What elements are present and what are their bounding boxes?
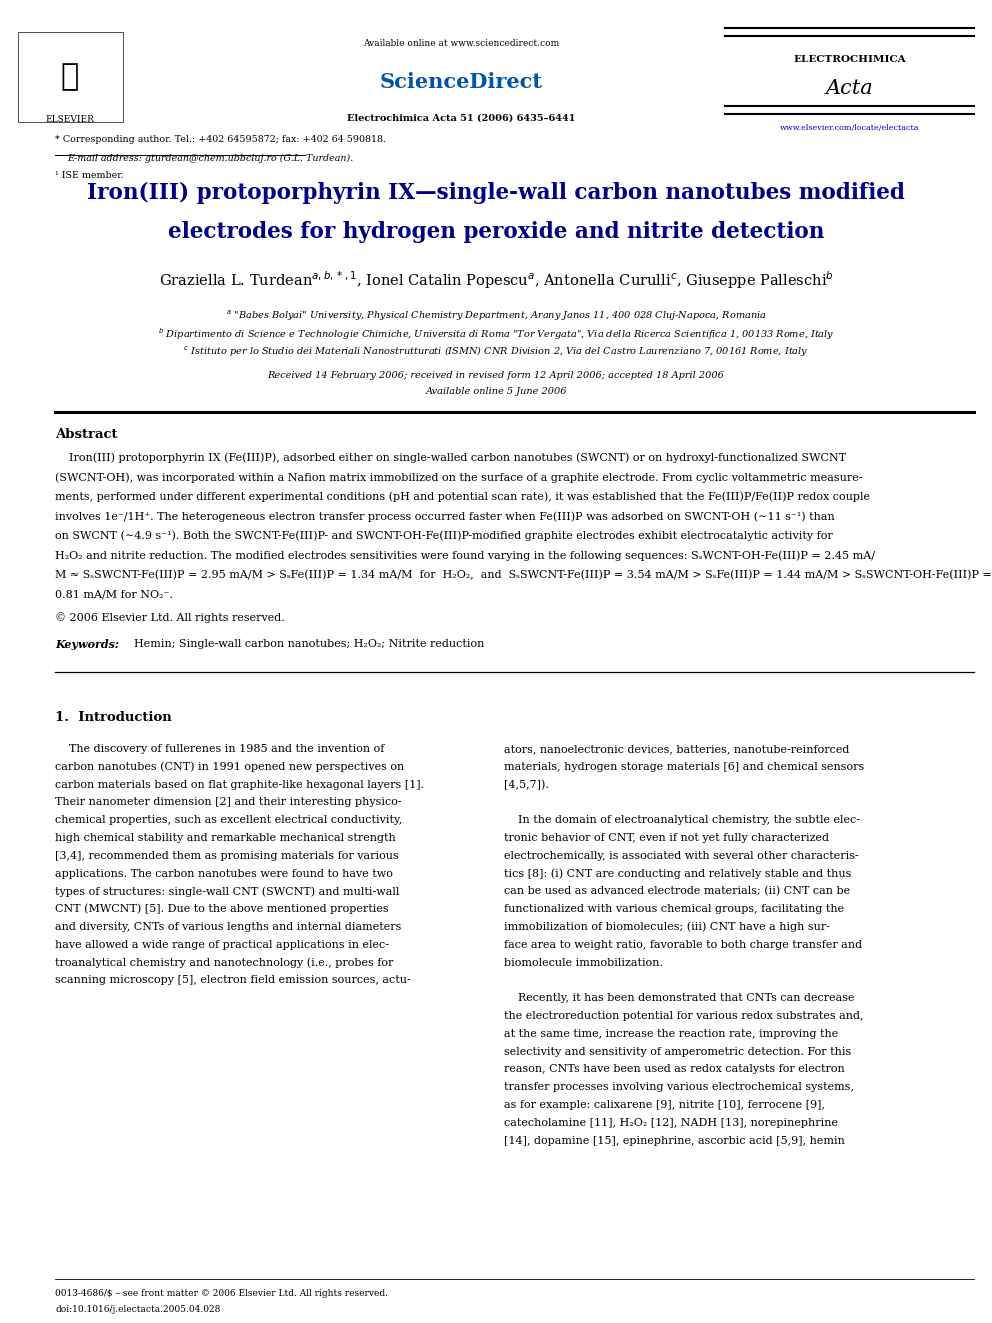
Bar — [18, 32, 123, 122]
Text: ELECTROCHIMICA: ELECTROCHIMICA — [794, 56, 906, 65]
Text: $^b$ Dipartimento di Science e Technologie Chimiche, Universita di Roma "Tor Ver: $^b$ Dipartimento di Science e Technolog… — [158, 325, 834, 341]
Text: M ≈ SₛSWCNT-Fe(III)P = 2.95 mA/M > SₛFe(III)P = 1.34 mA/M  for  H₂O₂,  and  SₛSW: M ≈ SₛSWCNT-Fe(III)P = 2.95 mA/M > SₛFe(… — [55, 570, 992, 581]
Text: Hemin; Single-wall carbon nanotubes; H₂O₂; Nitrite reduction: Hemin; Single-wall carbon nanotubes; H₂O… — [127, 639, 484, 650]
Text: selectivity and sensitivity of amperometric detection. For this: selectivity and sensitivity of amperomet… — [504, 1046, 851, 1057]
Text: © 2006 Elsevier Ltd. All rights reserved.: © 2006 Elsevier Ltd. All rights reserved… — [55, 613, 285, 623]
Text: ELSEVIER: ELSEVIER — [46, 115, 94, 123]
Text: Recently, it has been demonstrated that CNTs can decrease: Recently, it has been demonstrated that … — [504, 994, 854, 1003]
Text: $^c$ Istituto per lo Studio dei Materiali Nanostrutturati (ISMN) CNR Division 2,: $^c$ Istituto per lo Studio dei Material… — [184, 345, 808, 360]
Text: E-mail address: gturdean@chem.ubbcluj.ro (G.L. Turdean).: E-mail address: gturdean@chem.ubbcluj.ro… — [67, 153, 353, 163]
Text: the electroreduction potential for various redox substrates and,: the electroreduction potential for vario… — [504, 1011, 863, 1021]
Text: Acta: Acta — [825, 78, 873, 98]
Text: functionalized with various chemical groups, facilitating the: functionalized with various chemical gro… — [504, 904, 844, 914]
Text: chemical properties, such as excellent electrical conductivity,: chemical properties, such as excellent e… — [55, 815, 402, 826]
Text: In the domain of electroanalytical chemistry, the subtle elec-: In the domain of electroanalytical chemi… — [504, 815, 860, 826]
Text: www.elsevier.com/locate/electacta: www.elsevier.com/locate/electacta — [780, 124, 920, 132]
Text: ¹ ISE member.: ¹ ISE member. — [55, 172, 124, 180]
Text: Received 14 February 2006; received in revised form 12 April 2006; accepted 18 A: Received 14 February 2006; received in r… — [268, 370, 724, 380]
Text: face area to weight ratio, favorable to both charge transfer and: face area to weight ratio, favorable to … — [504, 939, 862, 950]
Text: applications. The carbon nanotubes were found to have two: applications. The carbon nanotubes were … — [55, 869, 393, 878]
Text: Available online 5 June 2006: Available online 5 June 2006 — [426, 388, 566, 397]
Text: tics [8]: (i) CNT are conducting and relatively stable and thus: tics [8]: (i) CNT are conducting and rel… — [504, 868, 851, 878]
Text: high chemical stability and remarkable mechanical strength: high chemical stability and remarkable m… — [55, 833, 396, 843]
Text: [3,4], recommended them as promising materials for various: [3,4], recommended them as promising mat… — [55, 851, 399, 861]
Text: 0.81 mA/M for NO₂⁻.: 0.81 mA/M for NO₂⁻. — [55, 590, 173, 599]
Text: 🌲: 🌲 — [61, 62, 79, 91]
Text: reason, CNTs have been used as redox catalysts for electron: reason, CNTs have been used as redox cat… — [504, 1065, 845, 1074]
Text: The discovery of fullerenes in 1985 and the invention of: The discovery of fullerenes in 1985 and … — [55, 744, 384, 754]
Text: electrochemically, is associated with several other characteris-: electrochemically, is associated with se… — [504, 851, 859, 861]
Text: [4,5,7]).: [4,5,7]). — [504, 779, 549, 790]
Text: Their nanometer dimension [2] and their interesting physico-: Their nanometer dimension [2] and their … — [55, 798, 402, 807]
Text: tronic behavior of CNT, even if not yet fully characterized: tronic behavior of CNT, even if not yet … — [504, 833, 829, 843]
Text: types of structures: single-wall CNT (SWCNT) and multi-wall: types of structures: single-wall CNT (SW… — [55, 886, 400, 897]
Text: Abstract: Abstract — [55, 427, 117, 441]
Text: transfer processes involving various electrochemical systems,: transfer processes involving various ele… — [504, 1082, 854, 1093]
Text: and diversity, CNTs of various lengths and internal diameters: and diversity, CNTs of various lengths a… — [55, 922, 402, 931]
Text: doi:10.1016/j.electacta.2005.04.028: doi:10.1016/j.electacta.2005.04.028 — [55, 1304, 220, 1314]
Text: materials, hydrogen storage materials [6] and chemical sensors: materials, hydrogen storage materials [6… — [504, 762, 864, 771]
Text: carbon materials based on flat graphite-like hexagonal layers [1].: carbon materials based on flat graphite-… — [55, 779, 425, 790]
Text: (SWCNT-OH), was incorporated within a Nafion matrix immobilized on the surface o: (SWCNT-OH), was incorporated within a Na… — [55, 472, 862, 483]
Text: Iron(III) protoporphyrin IX—single-wall carbon nanotubes modified: Iron(III) protoporphyrin IX—single-wall … — [87, 183, 905, 204]
Text: * Corresponding author. Tel.: +402 64595872; fax: +402 64 590818.: * Corresponding author. Tel.: +402 64595… — [55, 135, 386, 144]
Text: biomolecule immobilization.: biomolecule immobilization. — [504, 958, 663, 967]
Text: as for example: calixarene [9], nitrite [10], ferrocene [9],: as for example: calixarene [9], nitrite … — [504, 1099, 825, 1110]
Text: CNT (MWCNT) [5]. Due to the above mentioned properties: CNT (MWCNT) [5]. Due to the above mentio… — [55, 904, 389, 914]
Text: Available online at www.sciencedirect.com: Available online at www.sciencedirect.co… — [363, 40, 559, 49]
Text: ators, nanoelectronic devices, batteries, nanotube-reinforced: ators, nanoelectronic devices, batteries… — [504, 744, 849, 754]
Text: Graziella L. Turdean$^{a,b,*,1}$, Ionel Catalin Popescu$^{a}$, Antonella Curulli: Graziella L. Turdean$^{a,b,*,1}$, Ionel … — [159, 269, 833, 291]
Text: at the same time, increase the reaction rate, improving the: at the same time, increase the reaction … — [504, 1029, 838, 1039]
Text: Iron(III) protoporphyrin IX (Fe(III)P), adsorbed either on single-walled carbon : Iron(III) protoporphyrin IX (Fe(III)P), … — [55, 452, 846, 463]
Text: Electrochimica Acta 51 (2006) 6435–6441: Electrochimica Acta 51 (2006) 6435–6441 — [347, 114, 575, 123]
Text: troanalytical chemistry and nanotechnology (i.e., probes for: troanalytical chemistry and nanotechnolo… — [55, 958, 394, 968]
Text: Keywords:: Keywords: — [55, 639, 119, 650]
Text: 1.  Introduction: 1. Introduction — [55, 710, 172, 724]
Text: H₂O₂ and nitrite reduction. The modified electrodes sensitivities were found var: H₂O₂ and nitrite reduction. The modified… — [55, 550, 875, 561]
Text: [14], dopamine [15], epinephrine, ascorbic acid [5,9], hemin: [14], dopamine [15], epinephrine, ascorb… — [504, 1135, 845, 1146]
Text: scanning microscopy [5], electron field emission sources, actu-: scanning microscopy [5], electron field … — [55, 975, 411, 986]
Text: 0013-4686/$ – see front matter © 2006 Elsevier Ltd. All rights reserved.: 0013-4686/$ – see front matter © 2006 El… — [55, 1289, 388, 1298]
Text: can be used as advanced electrode materials; (ii) CNT can be: can be used as advanced electrode materi… — [504, 886, 850, 897]
Text: have allowed a wide range of practical applications in elec-: have allowed a wide range of practical a… — [55, 939, 389, 950]
Text: electrodes for hydrogen peroxide and nitrite detection: electrodes for hydrogen peroxide and nit… — [168, 221, 824, 243]
Text: on SWCNT (∼4.9 s⁻¹). Both the SWCNT-Fe(III)P- and SWCNT-OH-Fe(III)P-modified gra: on SWCNT (∼4.9 s⁻¹). Both the SWCNT-Fe(I… — [55, 531, 832, 541]
Text: involves 1e⁻/1H⁺. The heterogeneous electron transfer process occurred faster wh: involves 1e⁻/1H⁺. The heterogeneous elec… — [55, 511, 834, 521]
Text: $^a$ "Babes Bolyai" University, Physical Chemistry Department, Arany Janos 11, 4: $^a$ "Babes Bolyai" University, Physical… — [225, 308, 767, 323]
Text: carbon nanotubes (CNT) in 1991 opened new perspectives on: carbon nanotubes (CNT) in 1991 opened ne… — [55, 762, 405, 773]
Text: catecholamine [11], H₂O₂ [12], NADH [13], norepinephrine: catecholamine [11], H₂O₂ [12], NADH [13]… — [504, 1118, 838, 1127]
Text: ments, performed under different experimental conditions (pH and potential scan : ments, performed under different experim… — [55, 492, 870, 503]
Text: ScienceDirect: ScienceDirect — [380, 71, 543, 93]
Text: immobilization of biomolecules; (iii) CNT have a high sur-: immobilization of biomolecules; (iii) CN… — [504, 922, 830, 933]
